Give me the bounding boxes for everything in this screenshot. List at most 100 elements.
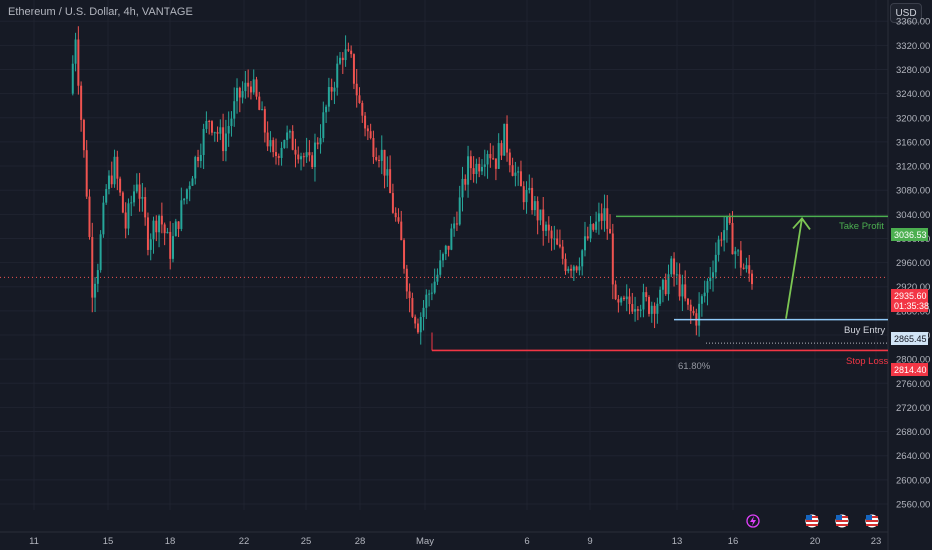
candle-body — [219, 127, 222, 134]
candle-body — [670, 258, 673, 275]
candle-body — [469, 156, 472, 169]
candle-body — [581, 250, 584, 267]
candle-body — [391, 193, 394, 213]
candle-body — [333, 87, 336, 92]
candle-body — [286, 132, 289, 140]
stop-loss-label: Stop Loss — [846, 356, 888, 367]
candle-body — [327, 87, 330, 107]
candle-body — [294, 149, 297, 155]
candle-body — [475, 163, 478, 175]
candle-body — [503, 123, 506, 156]
candle-body — [653, 305, 656, 314]
candle-body — [266, 132, 269, 147]
candle-body — [673, 258, 676, 275]
candle-body — [478, 163, 481, 172]
candle-body — [439, 260, 442, 275]
buy-entry-badge — [891, 332, 928, 345]
candle-body — [706, 281, 709, 293]
price-tick-label: 3320.00 — [896, 41, 930, 52]
candle-body — [364, 115, 367, 129]
candle-body — [169, 231, 172, 259]
candle-body — [567, 268, 570, 272]
time-tick-label: 22 — [239, 536, 250, 547]
current-price-badge — [891, 289, 928, 312]
candle-body — [751, 273, 753, 285]
candle-body — [375, 157, 378, 160]
candle-body — [570, 268, 573, 271]
candle-body — [419, 317, 422, 333]
candle-body — [297, 154, 300, 160]
candle-body — [258, 96, 261, 110]
candle-body — [183, 198, 186, 201]
candle-body — [636, 309, 639, 311]
candle-body — [467, 156, 470, 185]
us-flag-icon[interactable] — [835, 514, 849, 528]
candle-body — [692, 310, 695, 314]
candle-body — [497, 143, 500, 169]
candle-body — [300, 156, 303, 160]
candle-body — [575, 266, 578, 271]
candle-body — [450, 228, 453, 250]
candle-body — [583, 236, 586, 251]
candle-body — [302, 156, 305, 158]
candle-body — [269, 140, 272, 147]
candle-body — [174, 221, 177, 237]
candle-body — [355, 83, 358, 96]
candle-body — [511, 165, 514, 176]
candle-body — [731, 222, 734, 255]
candle-body — [622, 297, 625, 300]
candle-body — [119, 178, 122, 193]
candle-body — [645, 292, 648, 297]
candle-body — [80, 85, 83, 120]
candle-body — [442, 254, 445, 261]
candle-body — [163, 224, 166, 234]
candle-body — [280, 147, 283, 158]
candle-body — [678, 274, 681, 297]
candle-body — [102, 202, 105, 235]
stop-loss-price: 2814.40 — [894, 365, 927, 375]
candle-body — [158, 215, 161, 233]
time-axis[interactable]: 11 15 18 22 25 28 May 6 9 13 16 20 23 — [29, 536, 881, 547]
candle-body — [500, 143, 503, 156]
candle-body — [383, 149, 386, 176]
candle-body — [146, 217, 149, 250]
candle-body — [116, 156, 119, 179]
candle-body — [592, 224, 595, 230]
candle-body — [553, 238, 556, 240]
candle-body — [205, 120, 208, 129]
candle-body — [436, 274, 439, 282]
price-tick-label: 2720.00 — [896, 403, 930, 414]
us-flag-icon[interactable] — [805, 514, 819, 528]
candle-body — [536, 201, 539, 221]
price-tick-label: 2920.00 — [896, 282, 930, 293]
candle-body — [316, 142, 319, 145]
candle-body — [408, 291, 411, 299]
candle-body — [609, 228, 612, 234]
candle-body — [739, 250, 742, 268]
candle-body — [352, 54, 355, 84]
candle-body — [675, 274, 678, 276]
candle-body — [252, 79, 255, 93]
time-tick-label: 6 — [524, 536, 529, 547]
us-flag-icon[interactable] — [865, 514, 879, 528]
candle-body — [639, 309, 642, 311]
candle-body — [648, 296, 651, 314]
price-axis[interactable]: 3360.00 3320.00 3280.00 3240.00 3200.00 3160.… — [896, 17, 930, 511]
currency-button[interactable]: USD — [890, 3, 922, 23]
time-tick-label: 20 — [810, 536, 821, 547]
candle-body — [664, 279, 667, 295]
candle-body — [714, 254, 717, 273]
price-tick-label: 3160.00 — [896, 137, 930, 148]
lightning-icon[interactable] — [746, 514, 760, 528]
candle-body — [124, 212, 127, 229]
candle-body — [634, 309, 637, 312]
candle-body — [305, 152, 308, 158]
candle-body — [188, 185, 191, 190]
stop-loss-badge — [891, 363, 928, 376]
candle-body — [464, 178, 467, 185]
candle-body — [528, 187, 531, 190]
candle-body — [322, 112, 325, 139]
candle-body — [734, 251, 737, 255]
candle-body — [377, 159, 380, 161]
